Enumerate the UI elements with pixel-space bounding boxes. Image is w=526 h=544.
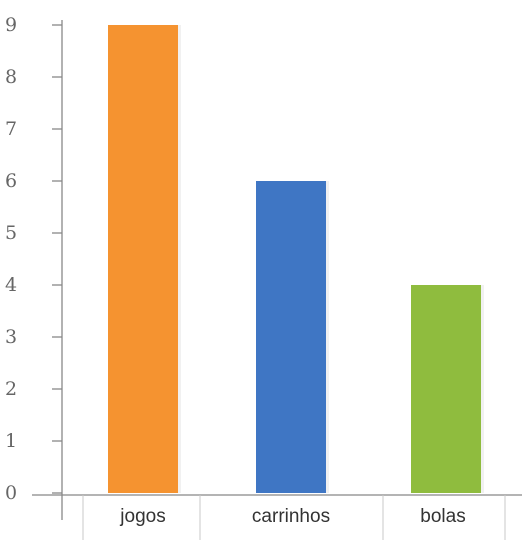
category-label-bolas: bolas <box>420 506 465 527</box>
y-tick-label: 5 <box>5 222 17 244</box>
bar-bolas <box>411 285 481 493</box>
y-tick-label: 1 <box>5 430 17 452</box>
y-tick-label: 0 <box>5 482 17 504</box>
y-tick-label: 3 <box>5 326 17 348</box>
y-tick-label: 2 <box>5 378 17 400</box>
category-label-carrinhos: carrinhos <box>252 506 330 527</box>
y-tick-label: 4 <box>5 274 17 296</box>
bar-carrinhos <box>256 181 326 493</box>
y-tick-label: 9 <box>5 14 17 36</box>
y-tick-label: 7 <box>5 118 17 140</box>
y-tick-label: 8 <box>5 66 17 88</box>
y-tick-label: 6 <box>5 170 17 192</box>
y-ticks: 0 1 2 3 4 5 6 7 8 9 <box>5 14 62 504</box>
bar-jogos <box>108 25 178 493</box>
category-label-jogos: jogos <box>119 506 165 527</box>
category-table: jogos carrinhos bolas <box>82 495 506 540</box>
bars <box>108 25 484 493</box>
axes <box>32 20 522 520</box>
